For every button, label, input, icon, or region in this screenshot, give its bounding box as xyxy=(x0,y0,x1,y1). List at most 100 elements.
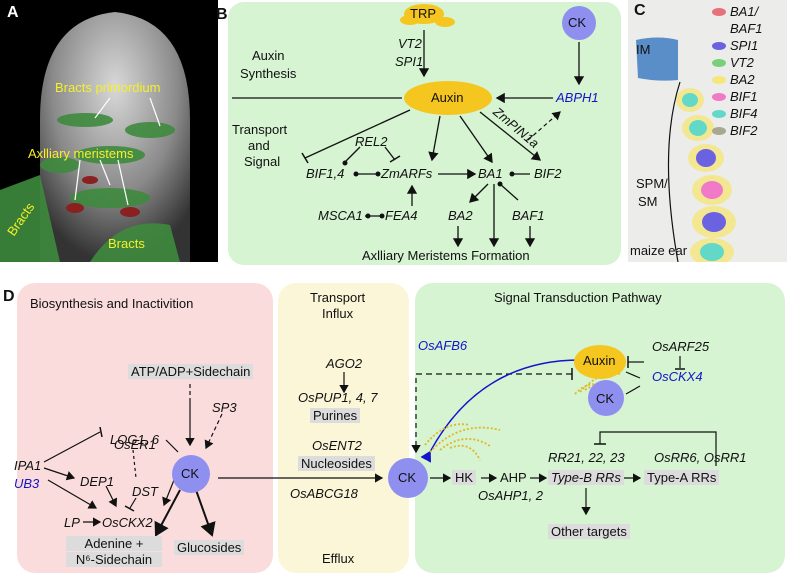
ck-label-signal: CK xyxy=(398,470,417,485)
ck-circle-signal xyxy=(388,458,428,498)
formation-label: Axlliary Meristems Formation xyxy=(362,248,530,263)
signal-label: Signal xyxy=(244,154,281,169)
fea4-label: FEA4 xyxy=(385,208,418,223)
legend-swatch xyxy=(712,110,726,118)
hk-box: HK xyxy=(452,470,477,485)
legend-swatch xyxy=(712,42,726,50)
legend-item: BIF1 xyxy=(712,89,787,105)
msca1-label: MSCA1 xyxy=(318,208,363,223)
typeb-box: Type-B RRs xyxy=(548,470,624,485)
bif2-label: BIF2 xyxy=(534,166,562,181)
panel-a-letter: A xyxy=(7,4,19,21)
osent2-label: OsENT2 xyxy=(312,438,362,453)
sp3-label: SP3 xyxy=(212,400,237,415)
spm-label: SPM/ xyxy=(636,176,668,191)
vt2-label: VT2 xyxy=(398,36,422,51)
osrr-label: OsRR6, OsRR1 xyxy=(654,450,747,465)
legend-swatch xyxy=(712,93,726,101)
bracts-bottom-label: Bracts xyxy=(108,236,145,251)
and-label: and xyxy=(248,138,270,153)
panel-b-letter: B xyxy=(216,6,228,23)
bracts-primordium-label: Bracts primordium xyxy=(55,80,161,95)
legend-item: BIF2 xyxy=(712,123,787,139)
ipa1-label: IPA1 xyxy=(14,458,42,473)
legend-item: BA1/ xyxy=(712,4,787,20)
adenine-box-1: Adenine + xyxy=(66,536,162,551)
ub3-label: UB3 xyxy=(14,476,40,491)
ear-illustration xyxy=(0,12,190,262)
oser1-label: OsER1 xyxy=(114,437,156,452)
legend-label-line2: BAF1 xyxy=(730,21,763,36)
osckx4-label: OsCKX4 xyxy=(652,369,703,384)
biosynthesis-title: Biosynthesis and Inactivition xyxy=(30,296,194,311)
glucosides-box: Glucosides xyxy=(174,540,245,555)
atp-sidechain-box: ATP/ADP+Sidechain xyxy=(128,364,254,379)
osahp-label: OsAHP1, 2 xyxy=(478,488,544,503)
nucleosides-box: Nucleosides xyxy=(298,456,375,471)
legend-label: BA2 xyxy=(730,72,755,87)
auxin-synthesis-label-1: Auxin xyxy=(252,48,285,63)
maize-ear-section xyxy=(636,37,736,262)
ck-label-signal-small: CK xyxy=(596,391,615,406)
ck-label-b: CK xyxy=(568,15,587,30)
osabcg18-label: OsABCG18 xyxy=(290,486,358,501)
ospup-label: OsPUP1, 4, 7 xyxy=(298,390,378,405)
ck-circle-signal-small xyxy=(588,380,624,416)
legend-item: BA2 xyxy=(712,72,787,88)
panel-d-letter: D xyxy=(3,288,15,305)
legend-swatch xyxy=(712,76,726,84)
legend-label: BIF2 xyxy=(730,123,758,138)
ba2-label: BA2 xyxy=(448,208,473,223)
legend-swatch xyxy=(712,59,726,67)
legend-swatch xyxy=(712,127,726,135)
transport-title-1: Transport xyxy=(310,290,366,305)
ago2-label: AGO2 xyxy=(326,356,363,371)
axillary-meristems-label: Axlliary meristems xyxy=(28,146,134,161)
legend-item: VT2 xyxy=(712,55,787,71)
ba1-label: BA1 xyxy=(478,166,503,181)
signal-title: Signal Transduction Pathway xyxy=(494,290,662,305)
efflux-label: Efflux xyxy=(322,551,355,566)
bif14-label: BIF1,4 xyxy=(306,166,345,181)
legend-item: SPI1 xyxy=(712,38,787,54)
transport-label: Transport xyxy=(232,122,288,137)
log16-label: LOG1, 6 xyxy=(110,432,160,447)
dst-label: DST xyxy=(132,484,158,499)
legend-swatch xyxy=(712,8,726,16)
panel-c-letter: C xyxy=(634,2,646,19)
ahp-label: AHP xyxy=(500,470,527,485)
ck-label-bio: CK xyxy=(181,466,200,481)
auxin-label-d: Auxin xyxy=(583,353,616,368)
panel-a-image: A Bracts primordium Axlliary meristems B… xyxy=(0,0,218,262)
legend-label: SPI1 xyxy=(730,38,759,53)
osarf25-label: OsARF25 xyxy=(652,339,710,354)
dep1-label: DEP1 xyxy=(80,474,114,489)
spi1-label: SPI1 xyxy=(395,54,424,69)
legend-label: BA1/ xyxy=(730,4,759,19)
auxin-ellipse-d xyxy=(574,345,626,379)
transport-title-2: Influx xyxy=(322,306,354,321)
transport-panel xyxy=(278,283,409,573)
adenine-box-2: N⁶-Sidechain xyxy=(66,552,162,567)
osckx2-label: OsCKX2 xyxy=(102,515,153,530)
rr-label: RR21, 22, 23 xyxy=(548,450,625,465)
other-targets-box: Other targets xyxy=(548,524,630,539)
im-label: IM xyxy=(636,42,651,57)
baf1-label: BAF1 xyxy=(512,208,545,223)
typea-box: Type-A RRs xyxy=(644,470,720,485)
purines-box: Purines xyxy=(310,408,361,423)
maize-ear-label: maize ear xyxy=(630,243,688,258)
auxin-synthesis-label-2: Synthesis xyxy=(240,66,297,81)
legend-item: BIF4 xyxy=(712,106,787,122)
auxin-label-b: Auxin xyxy=(431,90,464,105)
legend-label: BIF4 xyxy=(730,106,758,121)
osafb6-label: OsAFB6 xyxy=(418,338,468,353)
sm-label: SM xyxy=(638,194,658,209)
abph1-label: ABPH1 xyxy=(556,90,599,105)
legend-label: BIF1 xyxy=(730,89,758,104)
panel-c-image: C IM SPM/ SM maize ear BA1/BAF1 SPI1 VT2 BA… xyxy=(628,0,787,262)
lp-label: LP xyxy=(64,515,80,530)
biosynthesis-panel xyxy=(17,283,273,573)
